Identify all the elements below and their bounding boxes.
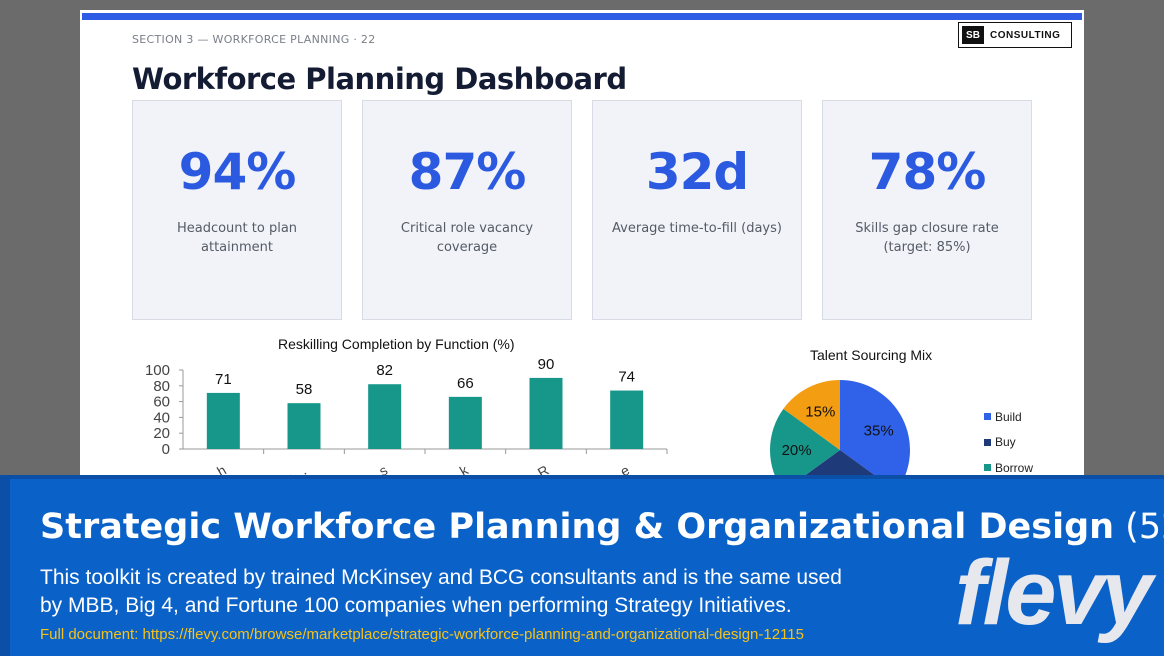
kpi-value: 87%: [408, 143, 527, 201]
banner-title-rest: (52-slide PowerPoint presentation): [1125, 507, 1164, 547]
legend-label: Buy: [995, 435, 1016, 450]
bar: [368, 384, 402, 449]
legend-swatch: [984, 413, 991, 421]
y-tick-label: 20: [153, 425, 170, 442]
bar-value-label: 71: [215, 371, 232, 388]
pie-slice-label: 15%: [805, 403, 835, 420]
pie-chart-title: Talent Sourcing Mix: [810, 347, 933, 363]
kpi-label: Skills gap closure rate (target: 85%): [855, 221, 999, 255]
slide: SECTION 3 — WORKFORCE PLANNING · 22 SB C…: [80, 10, 1084, 480]
banner-title-bold: Strategic Workforce Planning & Organizat…: [40, 507, 1115, 547]
bar: [448, 396, 482, 449]
y-tick-label: 100: [145, 362, 170, 379]
bar-value-label: 74: [618, 369, 635, 386]
bar-value-label: 82: [376, 362, 393, 379]
pie-chart: 35% 20% 15%: [770, 380, 910, 480]
kpi-label: Headcount to plan attainment: [176, 221, 298, 255]
legend-label: Borrow: [995, 460, 1034, 475]
legend-swatch: [984, 464, 991, 472]
legend-swatch: [984, 438, 991, 446]
pie-legend: Build Buy Borrow: [984, 404, 1033, 480]
kpi-value: 94%: [178, 143, 297, 201]
pie-slice: [798, 450, 882, 480]
kpi-card-vacancy: 87% Critical role vacancy coverage: [362, 100, 572, 320]
brand-logo: SB CONSULTING: [958, 22, 1072, 48]
bar: [287, 403, 321, 449]
promo-banner: Strategic Workforce Planning & Organizat…: [0, 475, 1164, 656]
legend-item: Buy: [984, 430, 1033, 456]
bar: [610, 390, 644, 449]
pie-slice: [770, 408, 840, 480]
bar-chart-title: Reskilling Completion by Function (%): [278, 336, 515, 352]
banner-description: This toolkit is created by trained McKin…: [40, 566, 842, 617]
y-tick-label: 80: [153, 378, 170, 395]
breadcrumb: SECTION 3 — WORKFORCE PLANNING · 22: [132, 33, 376, 46]
kpi-label: Critical role vacancy coverage: [400, 221, 534, 255]
legend-label: Build: [995, 409, 1022, 424]
kpi-value: 32d: [645, 143, 749, 201]
banner-edge: [0, 479, 10, 656]
kpi-card-time-to-fill: 32d Average time-to-fill (days): [592, 100, 802, 320]
y-tick-label: 40: [153, 409, 170, 426]
document-link[interactable]: Full document: https://flevy.com/browse/…: [40, 626, 804, 643]
brand-mark: SB: [962, 26, 984, 44]
bar-value-label: 58: [296, 381, 313, 398]
bar-value-label: 66: [457, 375, 474, 392]
page-title: Workforce Planning Dashboard: [132, 62, 627, 96]
kpi-label: Average time-to-fill (days): [612, 221, 782, 236]
bar: [529, 377, 563, 449]
pie-slice-label: 20%: [782, 442, 812, 459]
kpi-card-headcount: 94% Headcount to plan attainment: [132, 100, 342, 320]
brand-text: CONSULTING: [990, 29, 1061, 41]
kpi-value: 78%: [868, 143, 987, 201]
banner-title: Strategic Workforce Planning & Organizat…: [40, 507, 1164, 547]
legend-item: Build: [984, 404, 1033, 430]
flevy-logo: flevy: [955, 542, 1153, 644]
bar: [206, 392, 240, 449]
pie-slice: [840, 380, 910, 480]
pie-slice-label: 35%: [864, 422, 894, 439]
kpi-card-skills-gap: 78% Skills gap closure rate (target: 85%…: [822, 100, 1032, 320]
slide-top-bar: [82, 13, 1082, 20]
legend-item: Borrow: [984, 455, 1033, 480]
y-tick-label: 60: [153, 394, 170, 411]
y-tick-label: 0: [162, 441, 170, 458]
bar-value-label: 90: [538, 356, 555, 373]
pie-slice: [783, 380, 840, 450]
